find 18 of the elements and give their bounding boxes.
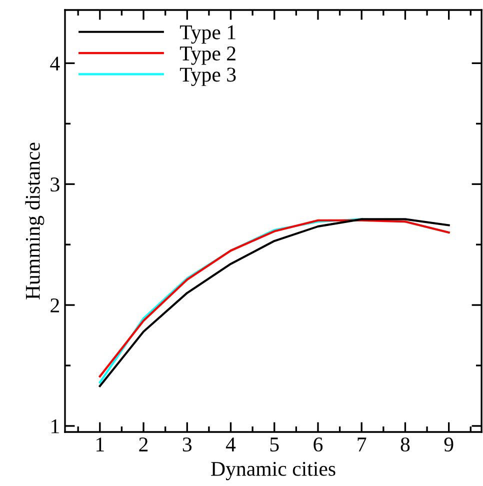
x-tick-label: 3	[182, 438, 192, 452]
x-tick-label: 1	[96, 438, 104, 452]
y-tick-label: 3	[50, 178, 60, 192]
x-tick-label: 6	[314, 438, 323, 452]
y-axis-title: Humming distance	[25, 142, 44, 300]
x-tick-label: 9	[444, 438, 454, 452]
legend-label: Type 1	[180, 25, 236, 44]
legend-label: Type 3	[180, 68, 236, 86]
y-tick-label: 4	[50, 56, 60, 70]
x-axis-title: Dynamic cities	[211, 462, 336, 480]
x-tick-label: 5	[270, 438, 279, 452]
x-tick-label: 4	[226, 438, 236, 452]
x-tick-label: 8	[400, 437, 410, 452]
x-tick-label: 7	[358, 438, 366, 452]
y-tick-label: 1	[52, 419, 59, 434]
x-tick-label: 2	[139, 438, 148, 452]
legend-label: Type 2	[180, 46, 236, 65]
y-tick-label: 2	[50, 298, 59, 312]
